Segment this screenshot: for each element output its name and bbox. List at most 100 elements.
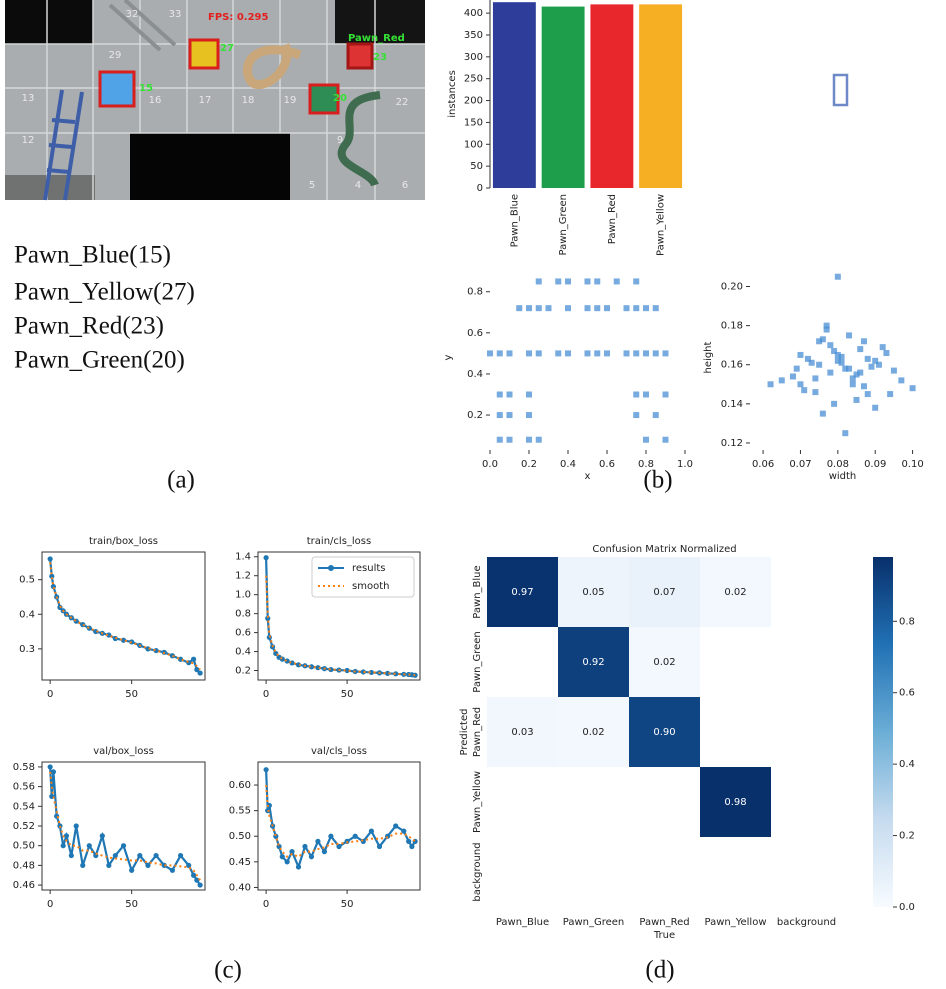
x-tick-label: 0.6 xyxy=(599,459,615,470)
series-marker xyxy=(412,838,418,844)
series-marker xyxy=(352,833,358,839)
series-marker xyxy=(401,828,407,834)
series-marker xyxy=(73,823,79,829)
series-marker xyxy=(86,843,92,849)
x-tick-label: Pawn_Yellow xyxy=(704,917,766,928)
y-tick-label: 0.2 xyxy=(467,410,483,421)
series-marker xyxy=(295,864,302,870)
x-tick-label: 0 xyxy=(47,899,53,910)
point xyxy=(633,391,640,398)
point xyxy=(883,350,890,357)
point xyxy=(506,412,513,419)
series-marker xyxy=(194,877,200,883)
panel-label: (c) xyxy=(214,957,242,984)
colorbar-tick-label: 0.6 xyxy=(899,688,915,699)
bar xyxy=(492,2,536,188)
colorbar-tick-label: 0.2 xyxy=(899,831,915,842)
cell xyxy=(629,557,700,627)
series-marker xyxy=(308,854,315,860)
y-tick-label: 0.20 xyxy=(721,282,743,293)
cell-label: 0.02 xyxy=(582,727,604,738)
board-number: 22 xyxy=(396,97,409,108)
series-marker xyxy=(129,867,135,873)
series-marker xyxy=(265,615,271,621)
point xyxy=(849,381,856,388)
chart-title: train/box_loss xyxy=(89,536,158,547)
series-marker xyxy=(385,670,391,676)
point xyxy=(604,350,610,357)
point xyxy=(643,391,649,398)
point xyxy=(535,278,542,285)
x-tick-label: Pawn_Blue xyxy=(496,917,549,928)
y-tick-label: 0.55 xyxy=(229,806,251,817)
x-tick-label: Pawn_Blue xyxy=(509,194,520,247)
series-marker xyxy=(169,867,175,873)
y-tick-label: 0.40 xyxy=(229,882,251,893)
x-tick-label: 0 xyxy=(263,689,269,700)
y-tick-label: 0.5 xyxy=(19,575,35,586)
point xyxy=(643,350,649,357)
cell-label: 0.97 xyxy=(511,587,533,598)
point xyxy=(801,387,808,394)
detection-label: 23 xyxy=(373,52,387,63)
point xyxy=(594,305,601,312)
x-tick-label: 1.0 xyxy=(677,459,693,470)
series-marker xyxy=(73,618,79,624)
x-tick-label: 0.09 xyxy=(864,459,886,470)
y-tick-label: 0.4 xyxy=(235,647,251,658)
point xyxy=(816,361,823,368)
series-marker xyxy=(153,852,159,859)
cell xyxy=(700,557,771,627)
bar xyxy=(541,6,585,189)
point xyxy=(643,436,649,443)
fps-label: FPS: 0.295 xyxy=(208,12,269,23)
x-tick-label: 0.06 xyxy=(752,459,774,470)
point xyxy=(652,305,659,312)
series-marker xyxy=(263,767,269,773)
detection-label: 27 xyxy=(220,43,234,54)
y-tick-label: 400 xyxy=(464,8,483,19)
point xyxy=(846,365,853,372)
panel-label: (b) xyxy=(643,467,672,494)
series-marker xyxy=(112,852,118,859)
cell xyxy=(487,557,558,627)
x-tick-label: Pawn_Green xyxy=(563,917,625,928)
x-tick-label: Pawn_Green xyxy=(558,194,569,256)
series-line xyxy=(265,784,416,858)
point xyxy=(633,412,640,419)
y-tick-label: 0.6 xyxy=(467,328,483,339)
cell xyxy=(700,767,771,837)
x-tick-label: 0.4 xyxy=(560,459,576,470)
point xyxy=(604,305,610,312)
point xyxy=(823,326,830,333)
y-tick-label: 1.0 xyxy=(235,590,251,601)
point xyxy=(842,365,849,372)
series-marker xyxy=(308,664,315,670)
point xyxy=(496,391,503,398)
detection-label: 20 xyxy=(333,93,347,104)
x-tick-label: 50 xyxy=(125,899,138,910)
y-tick-label: 0.8 xyxy=(235,609,251,620)
series-line xyxy=(49,766,202,886)
point xyxy=(506,436,513,443)
point xyxy=(838,359,845,366)
y-tick-label: 0.56 xyxy=(13,782,35,793)
point xyxy=(831,348,838,355)
point xyxy=(853,371,860,378)
x-tick-label: 0.10 xyxy=(901,459,923,470)
x-tick-label: Pawn_Red xyxy=(607,194,618,244)
point xyxy=(767,381,774,388)
series-marker xyxy=(197,882,203,888)
y-tick-label: 0.12 xyxy=(721,438,743,449)
point xyxy=(823,322,830,329)
point xyxy=(778,377,785,384)
point xyxy=(890,367,897,374)
chart-title: train/cls_loss xyxy=(307,536,371,547)
point xyxy=(584,278,591,285)
point xyxy=(584,350,591,357)
board-number: 29 xyxy=(109,50,122,61)
point xyxy=(797,351,804,358)
series-marker xyxy=(93,628,99,635)
series-marker xyxy=(321,849,328,855)
